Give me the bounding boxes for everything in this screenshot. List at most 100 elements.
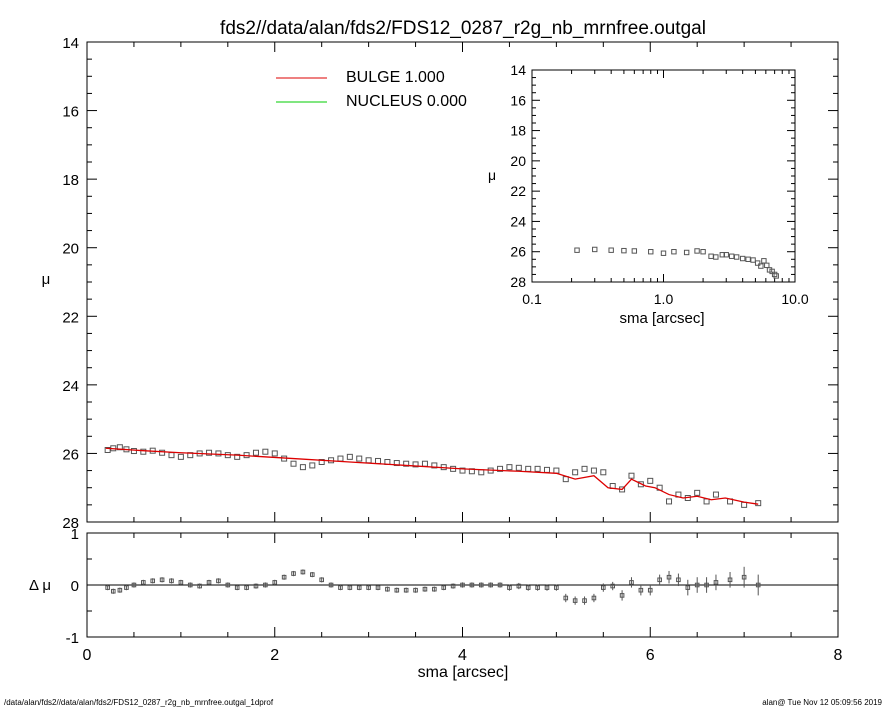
footer-timestamp: alan@ Tue Nov 12 05:09:56 2019 bbox=[762, 698, 882, 707]
x-axis-label: sma [arcsec] bbox=[418, 664, 509, 681]
inset-data-point bbox=[700, 249, 706, 255]
main-data-point bbox=[252, 449, 259, 456]
inset-plot: 14 16 18 20 22 24 26 280.1 1.0 10.0 sma [arcsec] μ bbox=[488, 62, 809, 327]
resid-point bbox=[638, 587, 644, 593]
inset-x-axis-label: sma [arcsec] bbox=[619, 310, 704, 327]
resid-point bbox=[713, 580, 719, 585]
resid-point bbox=[366, 585, 371, 590]
main-data-point bbox=[647, 477, 654, 484]
resid-point bbox=[629, 580, 634, 585]
inset-data-point bbox=[631, 248, 638, 254]
resid-point bbox=[441, 585, 447, 590]
resid-y-tick-label: 0 bbox=[71, 578, 79, 595]
resid-y-tick-label: -1 bbox=[66, 630, 79, 647]
resid-point bbox=[347, 585, 353, 590]
resid-point bbox=[572, 598, 578, 603]
inset-y-tick-label: 14 bbox=[510, 62, 526, 78]
inset-x-tick-label: 0.1 bbox=[522, 291, 542, 307]
main-data-point bbox=[159, 449, 166, 456]
main-data-point bbox=[506, 464, 513, 471]
resid-point bbox=[432, 586, 437, 592]
inset-frame bbox=[531, 69, 796, 283]
main-data-point bbox=[543, 466, 550, 473]
inset-data-point bbox=[694, 248, 700, 254]
inset-y-tick-label: 22 bbox=[510, 183, 526, 199]
resid-point bbox=[319, 577, 324, 583]
inset-y-tick-label: 26 bbox=[510, 244, 526, 260]
legend: BULGE 1.000 NUCLEUS 0.000 bbox=[276, 69, 467, 110]
resid-point bbox=[657, 577, 662, 583]
resid-point bbox=[516, 583, 522, 589]
inset-y-tick-label: 16 bbox=[510, 92, 526, 108]
main-data-point bbox=[262, 448, 269, 455]
inset-data-point bbox=[592, 246, 598, 253]
resid-point bbox=[244, 585, 249, 590]
main-data-point bbox=[271, 450, 278, 457]
resid-point bbox=[169, 578, 174, 584]
main-data-point bbox=[104, 447, 111, 453]
main-data-point bbox=[168, 452, 175, 459]
resid-point bbox=[676, 577, 681, 583]
main-y-tick-label: 26 bbox=[62, 446, 79, 463]
resid-point bbox=[544, 585, 550, 590]
inset-x-tick-label: 1.0 bbox=[654, 291, 674, 307]
resid-point bbox=[497, 582, 503, 588]
resid-point bbox=[755, 582, 761, 588]
inset-data-point bbox=[733, 254, 740, 260]
inset-data-point bbox=[750, 257, 756, 263]
inset-y-tick-label: 18 bbox=[510, 123, 526, 139]
inset-x-tick-label: 10.0 bbox=[781, 291, 808, 307]
main-data-point bbox=[215, 450, 222, 457]
resid-point bbox=[666, 574, 672, 580]
main-data-point bbox=[534, 465, 541, 472]
resid-point bbox=[110, 588, 116, 594]
resid-point bbox=[460, 582, 465, 588]
main-data-point bbox=[525, 465, 532, 472]
x-tick-label: 8 bbox=[834, 647, 843, 664]
resid-point bbox=[413, 587, 418, 593]
main-y-axis-label: μ bbox=[42, 271, 51, 288]
main-data-point bbox=[234, 453, 241, 460]
resid-point bbox=[281, 574, 287, 580]
main-data-point bbox=[309, 462, 316, 469]
main-data-point bbox=[403, 460, 410, 467]
resid-point bbox=[216, 578, 221, 584]
inset-data-point bbox=[608, 247, 614, 253]
resid-point bbox=[478, 582, 484, 588]
inset-data-point bbox=[723, 252, 729, 258]
resid-point bbox=[234, 585, 240, 590]
resid-point bbox=[685, 585, 691, 590]
main-data-point bbox=[497, 465, 504, 472]
inset-data-point bbox=[739, 255, 746, 262]
inset-data-point bbox=[574, 247, 580, 253]
resid-point bbox=[727, 577, 733, 583]
resid-point bbox=[338, 585, 343, 590]
resid-point bbox=[394, 587, 400, 593]
resid-point bbox=[253, 583, 259, 589]
inset-data-point bbox=[713, 254, 719, 260]
resid-point bbox=[291, 571, 296, 576]
resid-point bbox=[554, 585, 559, 590]
resid-y-axis-label: Δ μ bbox=[29, 577, 51, 594]
inset-data-point bbox=[761, 258, 767, 264]
main-data-point bbox=[290, 460, 297, 467]
main-data-point bbox=[666, 498, 673, 505]
main-data-point bbox=[581, 465, 588, 472]
main-y-tick-label: 28 bbox=[62, 515, 79, 532]
x-tick-label: 4 bbox=[458, 647, 467, 664]
main-data-point bbox=[459, 467, 466, 474]
main-data-point bbox=[421, 460, 428, 467]
resid-point bbox=[206, 580, 212, 585]
main-data-point bbox=[140, 448, 147, 455]
resid-point bbox=[403, 587, 409, 593]
main-y-tick-label: 20 bbox=[62, 241, 79, 258]
main-plot: 14 16 18 20 22 24 26 28 μ bbox=[42, 35, 839, 532]
resid-point bbox=[272, 580, 278, 585]
resid-point bbox=[591, 595, 597, 601]
resid-point bbox=[741, 574, 747, 580]
inset-data-point bbox=[683, 249, 690, 256]
inset-y-tick-label: 24 bbox=[510, 213, 526, 229]
main-data-point bbox=[130, 448, 137, 455]
main-data-point bbox=[412, 461, 419, 468]
